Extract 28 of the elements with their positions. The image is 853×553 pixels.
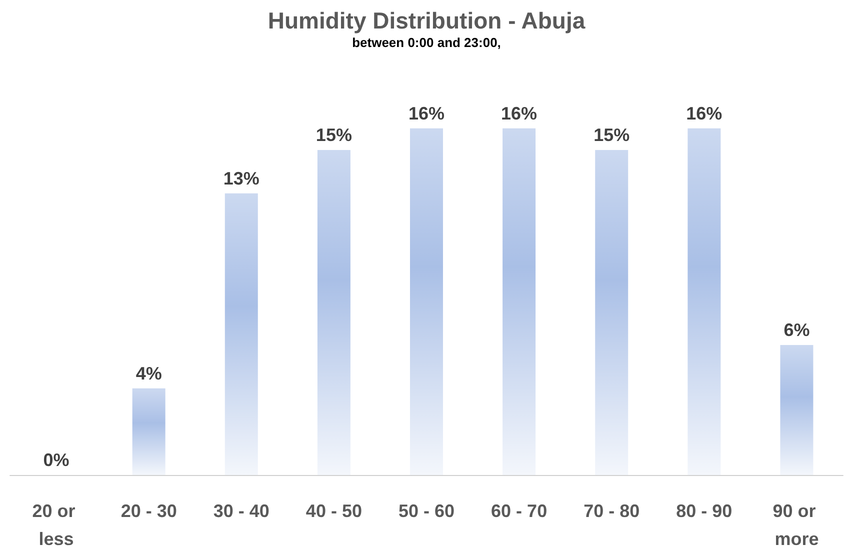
x-tick-label: 20 or less bbox=[32, 501, 80, 549]
bar bbox=[502, 128, 536, 475]
bar bbox=[132, 388, 166, 475]
data-label: 4% bbox=[136, 363, 162, 384]
data-label: 15% bbox=[316, 125, 352, 145]
x-tick-label: 20 - 30 bbox=[120, 501, 177, 521]
x-tick-label: 90 or more bbox=[772, 501, 821, 549]
data-label: 15% bbox=[594, 125, 630, 145]
data-label: 16% bbox=[501, 103, 538, 124]
bar bbox=[595, 150, 628, 475]
x-tick-label: 30 - 40 bbox=[213, 501, 270, 521]
chart-subtitle: between 0:00 and 23:00, bbox=[352, 35, 501, 50]
bar bbox=[780, 345, 814, 475]
bar bbox=[317, 150, 350, 475]
x-tick-label: 80 - 90 bbox=[676, 501, 732, 521]
data-label: 16% bbox=[408, 103, 445, 124]
x-tick-label: 40 - 50 bbox=[306, 501, 362, 521]
x-tick-label: 50 - 60 bbox=[398, 501, 455, 521]
x-tick-label: 60 - 70 bbox=[491, 501, 548, 521]
x-tick-label: 70 - 80 bbox=[584, 501, 640, 521]
bar bbox=[224, 193, 258, 475]
data-label: 16% bbox=[686, 103, 722, 124]
data-label: 0% bbox=[43, 450, 70, 470]
data-label: 6% bbox=[784, 320, 810, 340]
chart-title: Humidity Distribution - Abuja bbox=[268, 8, 586, 34]
bar bbox=[410, 128, 443, 475]
data-label: 13% bbox=[223, 168, 260, 188]
bar bbox=[688, 128, 721, 475]
